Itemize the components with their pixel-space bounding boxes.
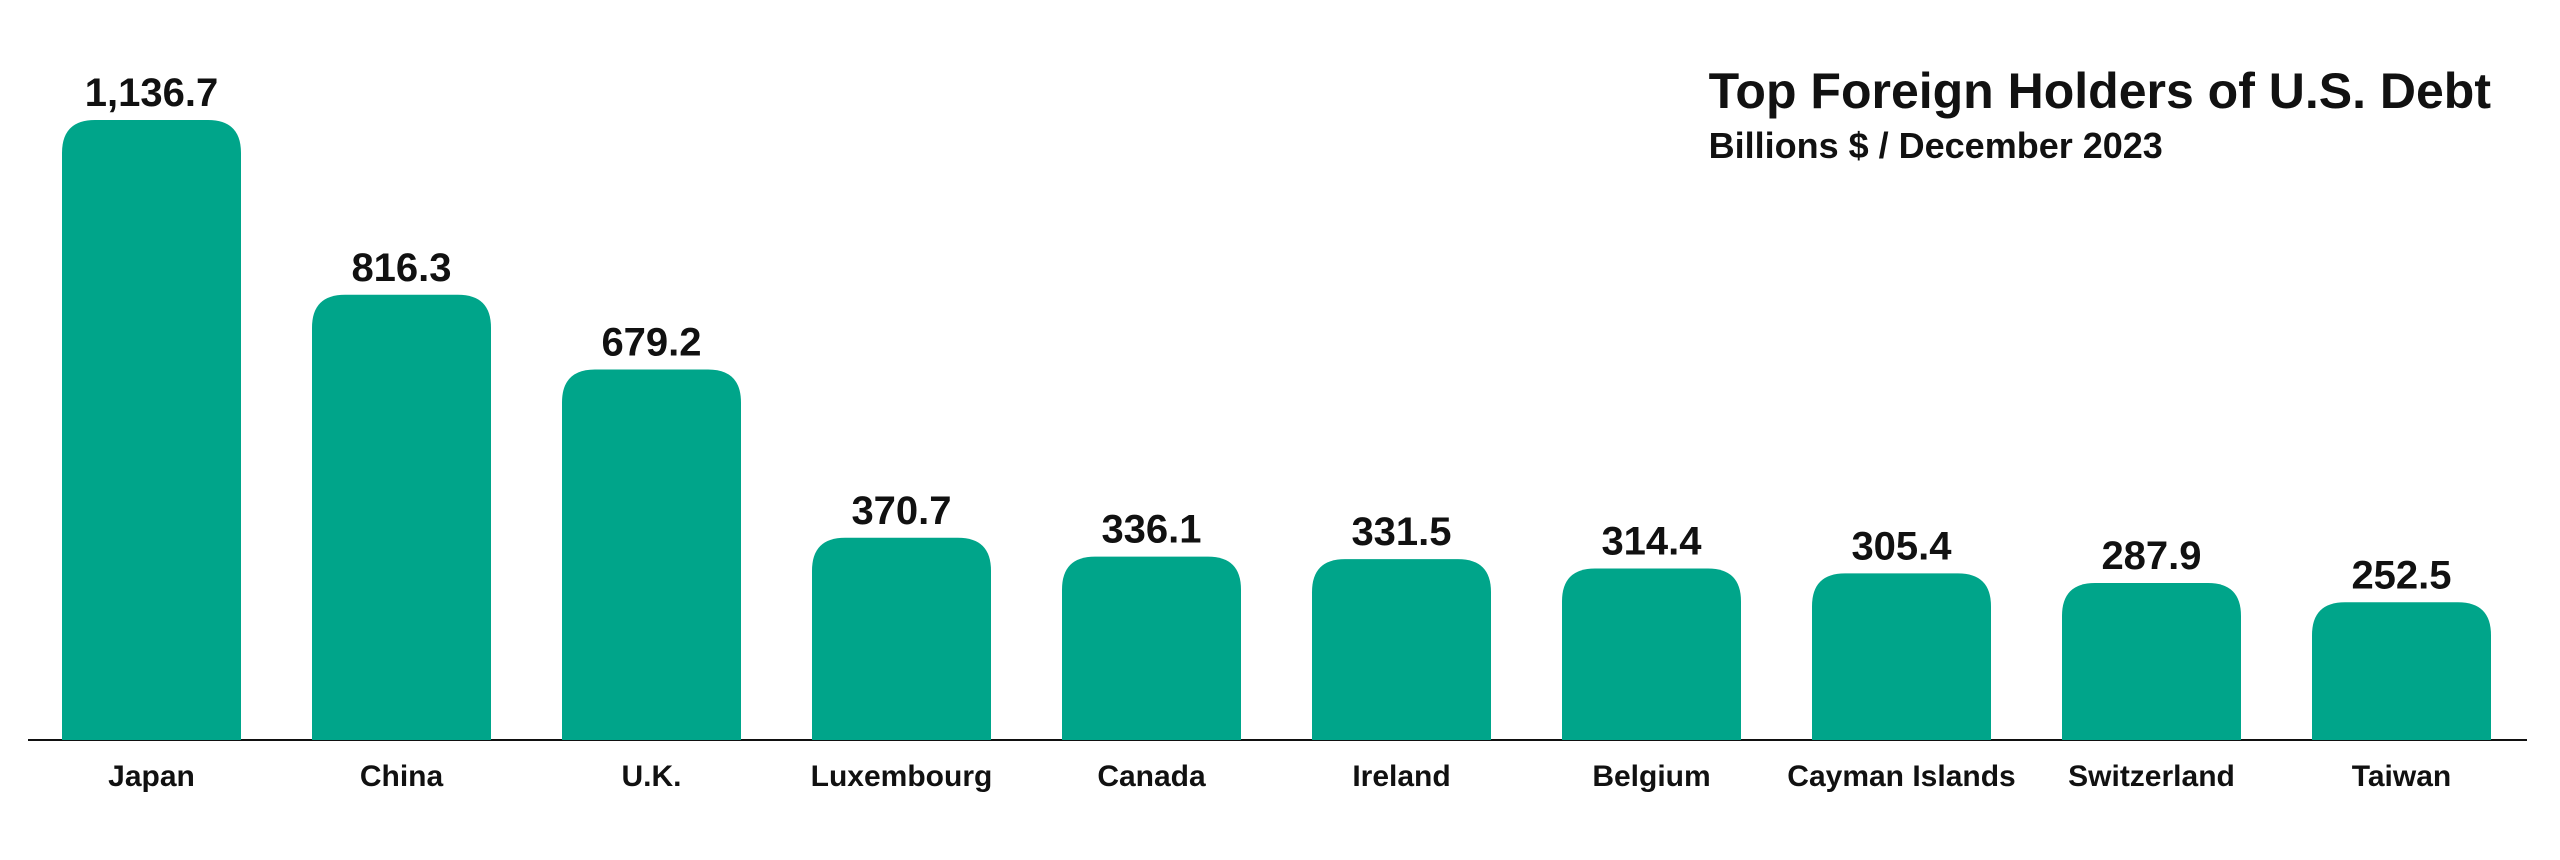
bar xyxy=(1312,559,1491,740)
x-tick-label: Luxembourg xyxy=(811,760,993,793)
value-label: 287.9 xyxy=(2101,534,2201,578)
value-label: 305.4 xyxy=(1851,524,1952,568)
value-label: 331.5 xyxy=(1351,510,1451,554)
x-tick-label: Taiwan xyxy=(2352,760,2451,793)
bar xyxy=(1562,568,1741,740)
value-label: 336.1 xyxy=(1101,508,1201,552)
value-label: 370.7 xyxy=(851,489,951,533)
bar xyxy=(562,369,741,740)
chart-title: Top Foreign Holders of U.S. Debt xyxy=(1709,63,2492,119)
x-tick-label: Japan xyxy=(108,760,195,793)
bar xyxy=(312,294,491,740)
x-tick-label: Canada xyxy=(1097,760,1206,793)
bar xyxy=(1062,556,1241,740)
value-label: 679.2 xyxy=(601,321,701,365)
bar xyxy=(812,537,991,740)
x-tick-label: Ireland xyxy=(1352,760,1450,793)
bar xyxy=(1812,573,1991,740)
x-tick-label: Cayman Islands xyxy=(1787,760,2015,793)
x-tick-label: U.K. xyxy=(622,760,682,793)
value-label: 252.5 xyxy=(2351,553,2451,597)
x-tick-label: China xyxy=(360,760,444,793)
value-label: 314.4 xyxy=(1601,520,1702,564)
x-tick-label: Belgium xyxy=(1592,760,1710,793)
bar xyxy=(2062,582,2241,740)
bar xyxy=(2312,602,2491,740)
value-label: 1,136.7 xyxy=(85,71,218,115)
bar xyxy=(62,120,241,740)
x-tick-label: Switzerland xyxy=(2068,760,2235,793)
value-label: 816.3 xyxy=(351,246,451,290)
chart-subtitle: Billions $ / December 2023 xyxy=(1709,125,2163,166)
